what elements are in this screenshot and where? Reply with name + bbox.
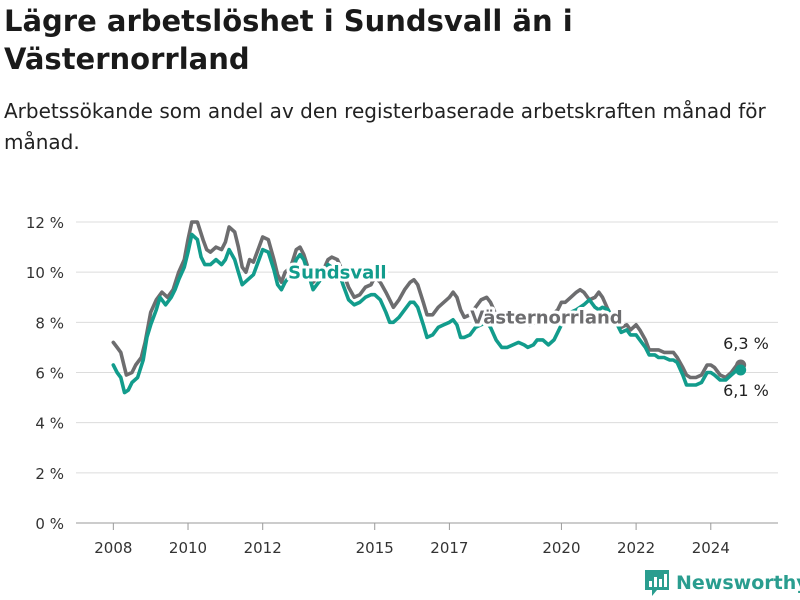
end-label-sundsvall: 6,1 % bbox=[723, 381, 769, 400]
series-line-vasternorrland bbox=[111, 220, 743, 380]
x-tick-label: 2024 bbox=[692, 539, 730, 557]
y-tick-label: 0 % bbox=[35, 515, 64, 533]
x-tick-label: 2012 bbox=[244, 539, 282, 557]
chart-title: Lägre arbetslöshet i Sundsvall än i Väst… bbox=[4, 4, 573, 76]
series-label-sundsvall: Sundsvall bbox=[288, 262, 386, 283]
x-tick-label: 2017 bbox=[430, 539, 468, 557]
y-tick-label: 2 % bbox=[35, 465, 64, 483]
x-tick-label: 2008 bbox=[94, 539, 132, 557]
brand-name: Newsworthy bbox=[676, 572, 800, 594]
y-tick-label: 4 % bbox=[35, 415, 64, 433]
y-tick-label: 6 % bbox=[35, 365, 64, 383]
y-tick-label: 8 % bbox=[35, 314, 64, 332]
x-tick-label: 2010 bbox=[169, 539, 207, 557]
y-tick-label: 10 % bbox=[26, 264, 64, 282]
newsworthy-logo-icon bbox=[645, 570, 669, 596]
series-label-vasternorrland: Västernorrland bbox=[470, 308, 622, 329]
chart-subtitle: Arbetssökande som andel av den registerb… bbox=[4, 99, 766, 154]
x-tick-label: 2015 bbox=[356, 539, 394, 557]
end-point-sundsvall bbox=[735, 364, 747, 376]
x-tick-label: 2020 bbox=[542, 539, 580, 557]
x-tick-label: 2022 bbox=[617, 539, 655, 557]
brand-logo: Newsworthy bbox=[644, 566, 800, 600]
end-label-vasternorrland: 6,3 % bbox=[723, 334, 769, 353]
series-line-sundsvall bbox=[111, 232, 743, 395]
y-tick-label: 12 % bbox=[26, 214, 64, 232]
